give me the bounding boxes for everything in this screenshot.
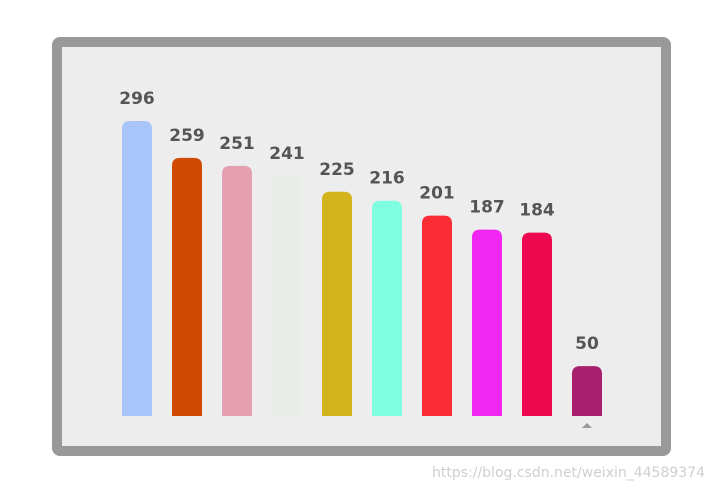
watermark: https://blog.csdn.net/weixin_44589374 <box>432 465 705 481</box>
value-label: 184 <box>519 201 555 221</box>
value-label: 241 <box>269 144 305 164</box>
bar <box>372 200 402 416</box>
value-label: 187 <box>469 198 505 218</box>
value-label: 201 <box>419 184 455 204</box>
value-label: 50 <box>575 334 599 354</box>
bar <box>522 232 552 416</box>
value-label: 259 <box>169 126 205 146</box>
value-label: 216 <box>369 169 405 189</box>
bar <box>272 175 302 416</box>
bar <box>572 366 602 416</box>
bar <box>222 165 252 416</box>
chart-frame <box>52 37 671 456</box>
value-label: 251 <box>219 134 255 154</box>
bar <box>172 157 202 416</box>
bar <box>122 121 152 416</box>
bar <box>472 229 502 416</box>
value-label: 296 <box>119 89 155 109</box>
bar <box>422 215 452 416</box>
marker-arrow <box>582 423 592 428</box>
bar <box>322 191 352 416</box>
value-label: 225 <box>319 160 355 180</box>
